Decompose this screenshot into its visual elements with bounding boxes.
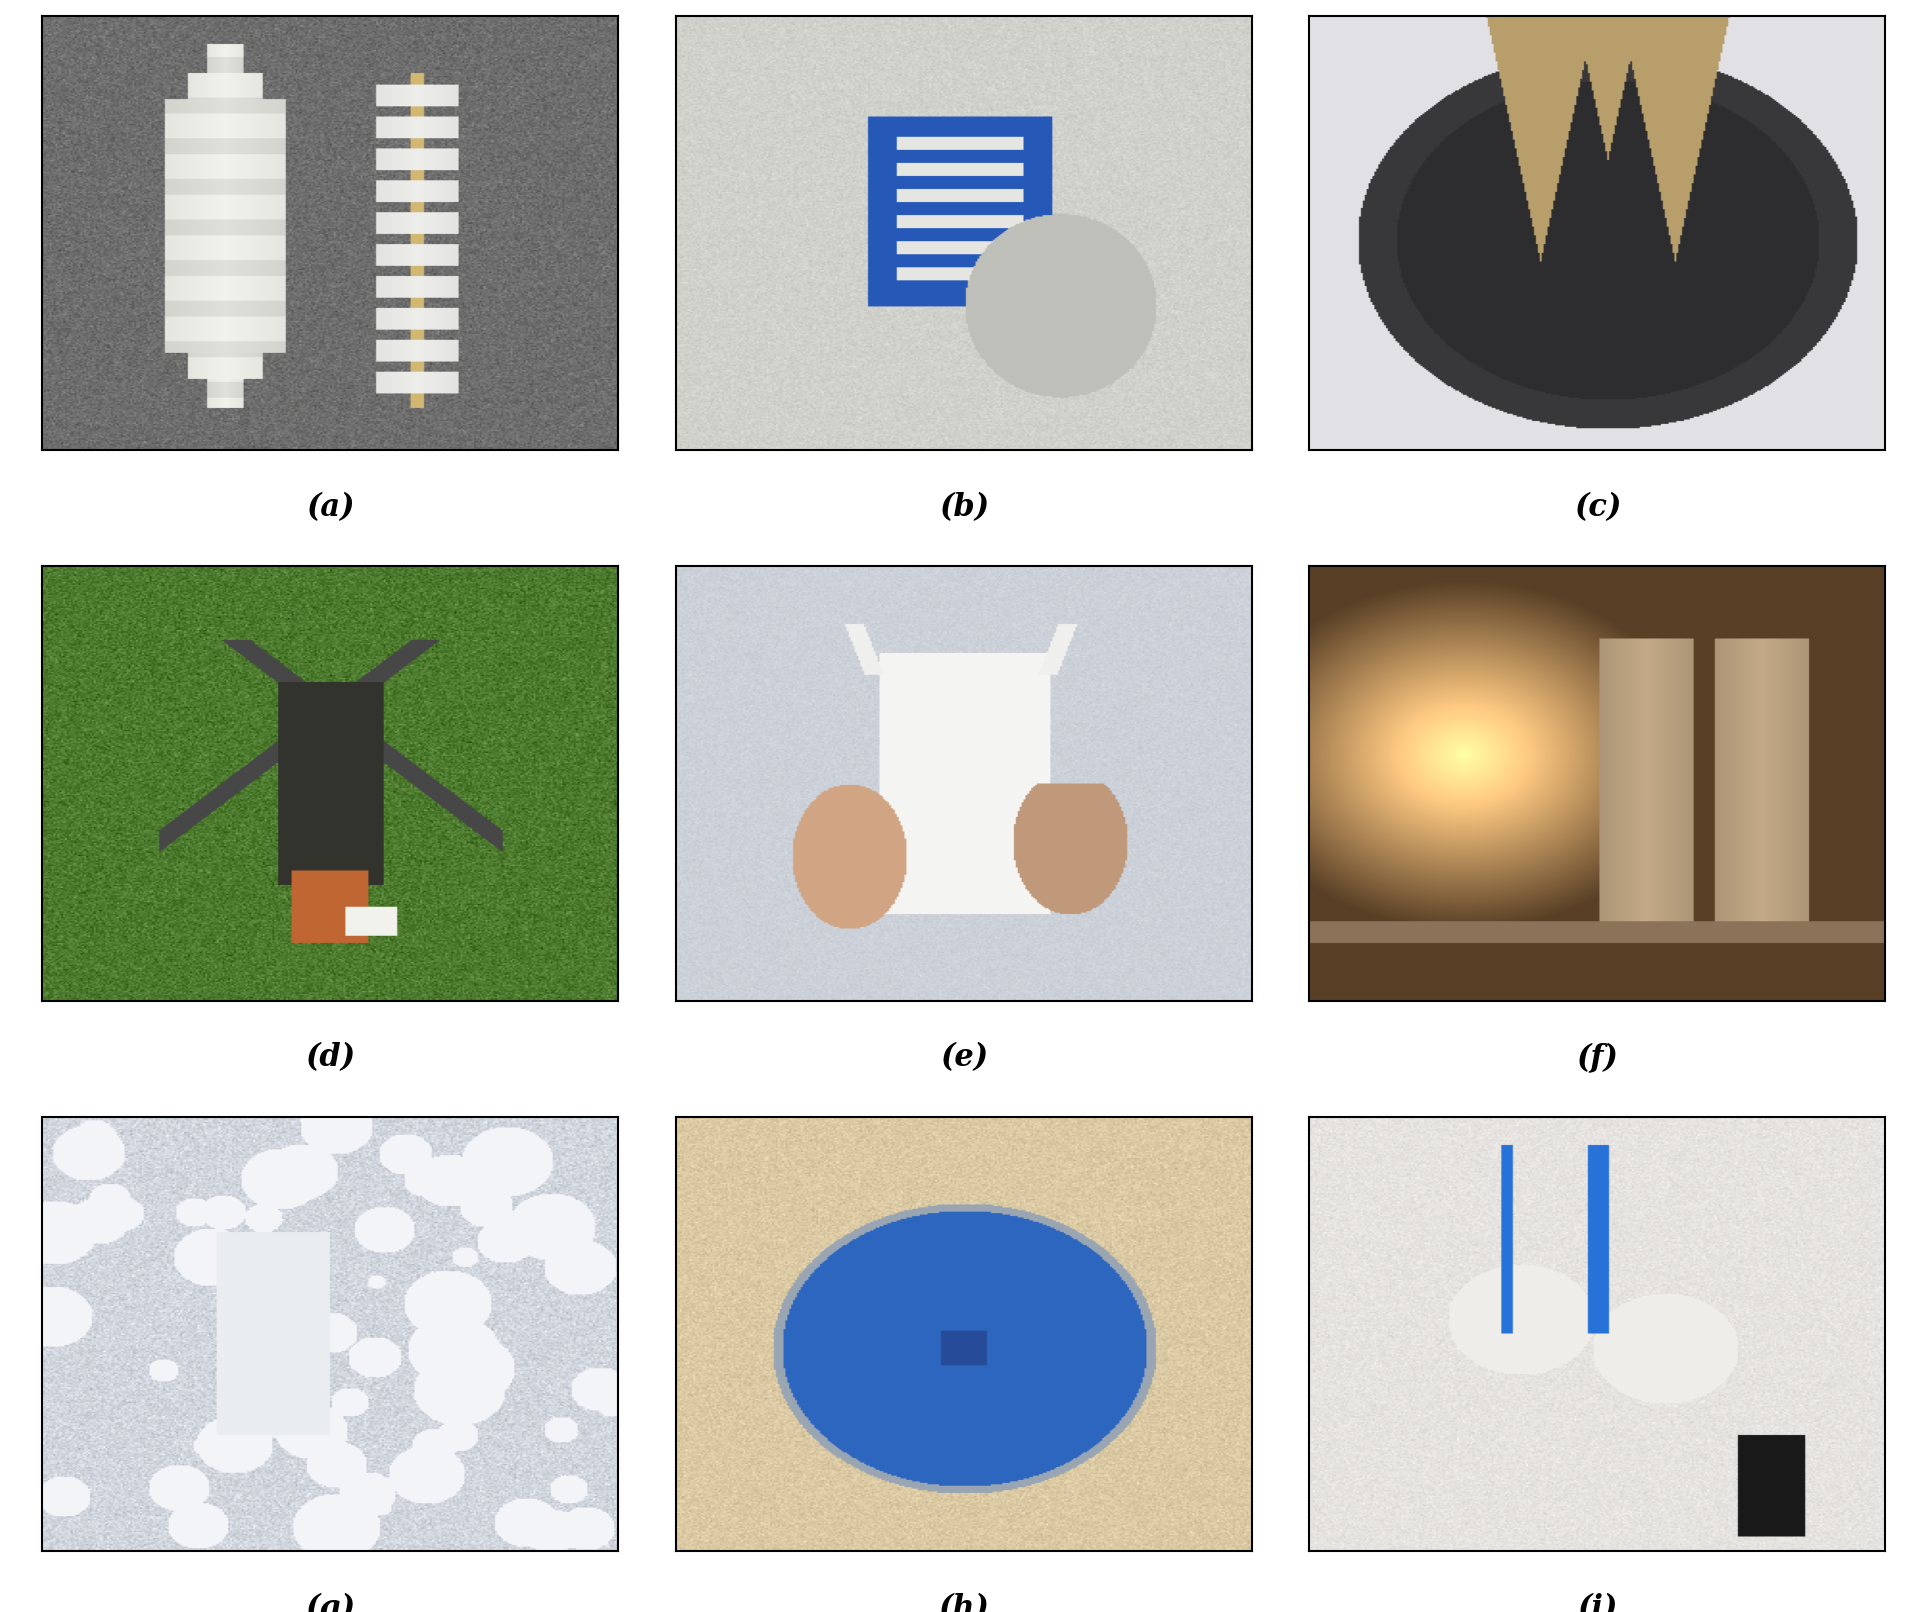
Text: (h): (h)	[939, 1593, 989, 1612]
Text: (i): (i)	[1576, 1593, 1619, 1612]
Text: (g): (g)	[305, 1593, 355, 1612]
Text: (a): (a)	[305, 492, 355, 524]
Text: (b): (b)	[939, 492, 989, 524]
Text: (f): (f)	[1576, 1043, 1619, 1074]
Text: (d): (d)	[305, 1043, 355, 1074]
Text: (e): (e)	[939, 1043, 989, 1074]
Text: (c): (c)	[1574, 492, 1620, 524]
